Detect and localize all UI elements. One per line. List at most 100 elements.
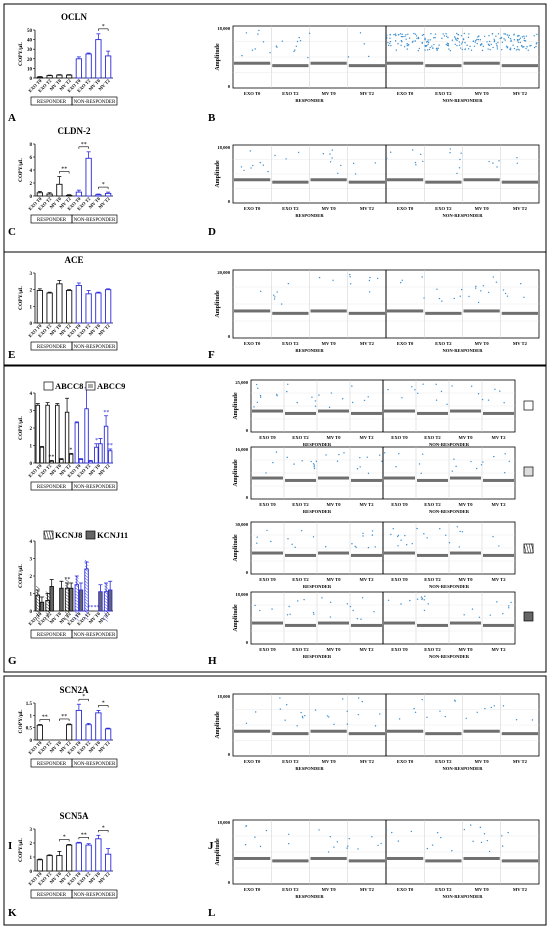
positive-droplet: [506, 34, 509, 36]
ddpcr-x-label: EXO T2: [282, 759, 299, 764]
positive-droplet: [302, 717, 304, 719]
positive-droplet: [374, 162, 377, 164]
positive-droplet: [352, 162, 355, 165]
y-max-label: 25,000: [235, 380, 248, 385]
hatch: [84, 583, 89, 588]
positive-droplet: [501, 48, 503, 51]
positive-droplet: [445, 43, 448, 46]
panel-letter-G: G: [8, 655, 17, 667]
bar: [104, 192, 112, 197]
y-max-label: 18,000: [217, 820, 230, 825]
positive-droplet: [358, 697, 360, 699]
bar: [84, 408, 89, 464]
h-marker-hatch: [526, 543, 529, 554]
ddpcr-x-label: EXO T0: [391, 577, 408, 582]
positive-droplet: [434, 33, 437, 35]
positive-droplet: [454, 700, 456, 702]
positive-droplet: [298, 36, 300, 39]
positive-droplet: [463, 614, 465, 616]
positive-droplet: [299, 40, 302, 42]
positive-droplet: [444, 534, 447, 536]
positive-droplet: [276, 291, 278, 293]
negative-droplet-band: [351, 478, 382, 482]
negative-droplet-band: [501, 859, 538, 863]
positive-droplet: [424, 595, 426, 598]
chart-title: SCN5A: [59, 811, 89, 821]
hatch: [104, 612, 108, 616]
positive-droplet: [413, 707, 415, 710]
ddpcr-group-label: NON-RESPONDER: [429, 509, 470, 514]
negative-droplet-band: [417, 623, 448, 627]
bar: [85, 157, 92, 197]
positive-droplet: [459, 158, 461, 161]
positive-droplet: [444, 715, 446, 718]
hatch: [84, 592, 89, 597]
positive-droplet: [490, 706, 493, 709]
hatch: [35, 604, 40, 608]
negative-droplet-band: [285, 478, 316, 482]
ddpcr-x-label: EXO T2: [435, 91, 452, 96]
positive-droplet: [506, 295, 509, 297]
positive-droplet: [250, 167, 252, 169]
bar: [56, 283, 63, 324]
positive-droplet: [318, 394, 320, 396]
ddpcr-group-label: RESPONDER: [295, 766, 324, 771]
ddpcr-x-label: EXO T2: [292, 577, 309, 582]
positive-droplet: [424, 37, 426, 40]
positive-droplet: [455, 38, 457, 41]
positive-droplet: [371, 530, 374, 532]
hatch: [74, 596, 79, 600]
hatch: [45, 618, 50, 622]
positive-droplet: [488, 40, 491, 43]
ddpcr-x-label: EXO T2: [424, 502, 441, 507]
positive-droplet: [243, 169, 245, 172]
positive-droplet: [451, 850, 453, 852]
positive-droplet: [402, 36, 404, 38]
negative-droplet-band: [425, 64, 462, 68]
panel-letter-A: A: [8, 112, 16, 124]
positive-droplet: [301, 460, 303, 462]
positive-droplet: [296, 40, 299, 43]
hatch: [74, 608, 79, 612]
positive-droplet: [535, 45, 537, 48]
positive-droplet: [477, 38, 480, 41]
positive-droplet: [357, 713, 360, 716]
negative-droplet-band: [425, 859, 462, 863]
positive-droplet: [285, 704, 288, 706]
y-tick-label: 4: [30, 392, 33, 397]
ddpcr-x-label: MV T0: [475, 206, 490, 211]
positive-droplet: [397, 545, 399, 547]
hatch: [65, 579, 69, 583]
y-min-label: 0: [228, 199, 231, 204]
y-max-label: 18,000: [217, 145, 230, 150]
negative-droplet-band: [348, 180, 385, 184]
positive-droplet: [427, 39, 429, 41]
positive-droplet: [343, 452, 345, 454]
ddpcr-x-label: MV T0: [475, 91, 490, 96]
section-frame: [3, 365, 547, 673]
positive-droplet: [536, 33, 538, 36]
positive-droplet: [490, 43, 492, 46]
bar: [78, 589, 84, 612]
positive-droplet: [418, 47, 420, 50]
hatch: [65, 612, 69, 616]
positive-droplet: [324, 546, 327, 548]
bar: [36, 290, 44, 324]
positive-droplet: [391, 831, 393, 834]
group-box-nonresponder: [71, 214, 118, 224]
significance-star: *: [95, 438, 98, 444]
x-tick-label: MV T2: [97, 611, 111, 625]
ddpcr-x-label: MV T2: [513, 206, 528, 211]
positive-droplet: [496, 46, 498, 48]
ddpcr-x-label: MV T0: [475, 887, 490, 892]
bar: [78, 459, 84, 464]
positive-droplet: [286, 614, 289, 616]
positive-droplet: [493, 38, 495, 40]
panel-letter-I: I: [8, 840, 12, 852]
positive-droplet: [349, 273, 351, 276]
group-label-responder: RESPONDER: [37, 893, 67, 898]
positive-droplet: [399, 281, 402, 284]
positive-droplet: [424, 49, 426, 51]
positive-droplet: [524, 39, 526, 42]
